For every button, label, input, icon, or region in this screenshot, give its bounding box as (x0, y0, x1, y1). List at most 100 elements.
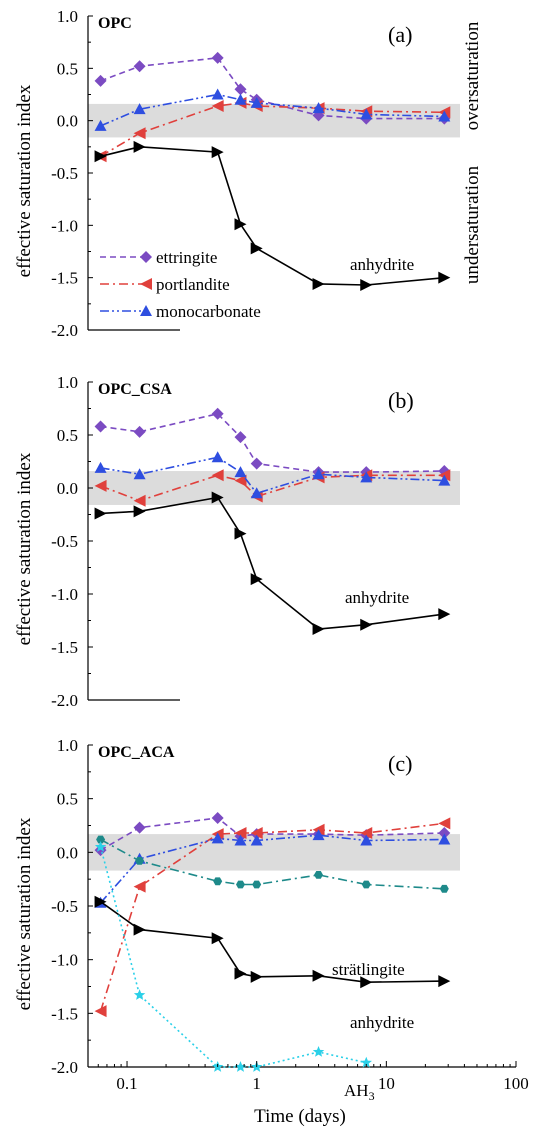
marker-triangle-right (438, 608, 451, 621)
marker-triangle-up (234, 834, 247, 846)
panel-title: OPC_ACA (98, 744, 175, 761)
x-tick-label: 100 (503, 1074, 529, 1093)
marker-triangle-up (133, 103, 146, 115)
marker-triangle-up (250, 96, 263, 108)
marker-triangle-left (234, 827, 247, 840)
y-axis-label: effective saturation index (14, 817, 35, 1010)
saturation-band (88, 103, 460, 138)
series-line (100, 901, 445, 984)
marker-star (94, 841, 107, 852)
marker-triangle-up (360, 471, 373, 483)
marker-diamond (438, 827, 451, 840)
marker-triangle-right (94, 895, 107, 908)
annotation-subscript: 3 (369, 1089, 375, 1103)
marker-triangle-right (234, 218, 247, 231)
marker-triangle-left (94, 1005, 107, 1018)
x-axis-label: Time (days) (254, 1106, 346, 1127)
marker-triangle-right (133, 923, 146, 936)
marker-diamond (133, 425, 146, 438)
annotation-strtlingite: strätlingite (332, 960, 405, 979)
marker-triangle-right (234, 967, 247, 980)
marker-triangle-right (133, 140, 146, 153)
marker-triangle-right (94, 507, 107, 520)
y-tick-label: -0.5 (51, 897, 78, 916)
marker-triangle-up (211, 451, 224, 463)
marker-triangle-right (94, 150, 107, 163)
marker-hexagon (96, 835, 106, 844)
marker-triangle-up (312, 468, 325, 480)
marker-triangle-right (234, 527, 247, 540)
series-ettringite (94, 407, 451, 479)
y-tick-label: 0.5 (57, 59, 78, 78)
marker-diamond (94, 420, 107, 433)
marker-hexagon (213, 877, 223, 886)
legend-label-ettringite: ettringite (156, 248, 217, 267)
marker-diamond (211, 811, 224, 824)
series-ah3 (94, 841, 372, 1072)
marker-triangle-right (211, 146, 224, 159)
series-line (100, 496, 445, 630)
marker-diamond (140, 251, 152, 263)
marker-diamond (133, 60, 146, 73)
marker-triangle-up (133, 468, 146, 480)
y-tick-label: 0.0 (57, 843, 78, 862)
panel-b: 1.0 0.5 0.0 -0.5 -1.0 -1.5 -2.0 effective satur… (14, 373, 460, 710)
marker-triangle-up (438, 833, 451, 845)
marker-triangle-right (312, 622, 325, 635)
y-tick-label: 1.0 (57, 736, 78, 755)
y-tick-label: -1.5 (51, 269, 78, 288)
series-anhydrite (94, 491, 451, 635)
series-line (100, 57, 445, 120)
marker-triangle-right (250, 573, 263, 586)
marker-triangle-up (360, 834, 373, 846)
undersaturation-label: undersaturation (462, 165, 483, 284)
marker-triangle-left (140, 278, 152, 290)
marker-triangle-left (133, 127, 146, 140)
y-tick-label: -1.0 (51, 216, 78, 235)
series-anhydrite (94, 895, 451, 989)
legend-label-portlandite: portlandite (156, 275, 230, 294)
x-tick-label: 1 (252, 1074, 261, 1093)
marker-triangle-right (438, 271, 451, 284)
marker-triangle-up (234, 93, 247, 105)
marker-hexagon (236, 880, 245, 889)
y-tick-label: 0.5 (57, 426, 78, 445)
marker-triangle-up (250, 487, 263, 499)
series-line (100, 838, 445, 890)
marker-diamond (250, 457, 263, 470)
y-tick-label: -1.0 (51, 585, 78, 604)
y-tick-label: -0.5 (51, 164, 78, 183)
marker-triangle-right (312, 969, 325, 982)
x-tick-label: 0.1 (116, 1074, 137, 1093)
marker-triangle-left (94, 479, 107, 492)
y-tick-label: 0.0 (57, 479, 78, 498)
series-line (100, 834, 445, 904)
y-tick-label: -1.5 (51, 638, 78, 657)
annotation-anhydrite: anhydrite (350, 1013, 414, 1032)
marker-triangle-right (360, 278, 373, 291)
marker-triangle-up (438, 474, 451, 486)
marker-triangle-up (312, 102, 325, 114)
marker-triangle-right (360, 618, 373, 631)
marker-hexagon (135, 857, 145, 865)
marker-triangle-up (360, 108, 373, 120)
marker-triangle-left (250, 827, 263, 840)
marker-diamond (234, 83, 247, 96)
y-tick-label: 1.0 (57, 373, 78, 392)
marker-triangle-left (234, 474, 247, 487)
marker-triangle-up (250, 834, 263, 846)
y-tick-label: -2.0 (51, 321, 78, 340)
marker-triangle-right (312, 277, 325, 290)
saturation-band (88, 471, 460, 505)
marker-diamond (234, 431, 247, 444)
marker-diamond (211, 407, 224, 420)
series-anhydrite (94, 140, 451, 291)
panel-c: 1.0 0.5 0.0 -0.5 -1.0 -1.5 -2.0 effective satur… (14, 736, 529, 1127)
marker-triangle-left (133, 494, 146, 507)
y-tick-label: -2.0 (51, 691, 78, 710)
series-portlandite (94, 817, 451, 1018)
annotation-anhydrite: anhydrite (345, 588, 409, 607)
marker-triangle-left (211, 469, 224, 482)
marker-triangle-up (438, 110, 451, 122)
